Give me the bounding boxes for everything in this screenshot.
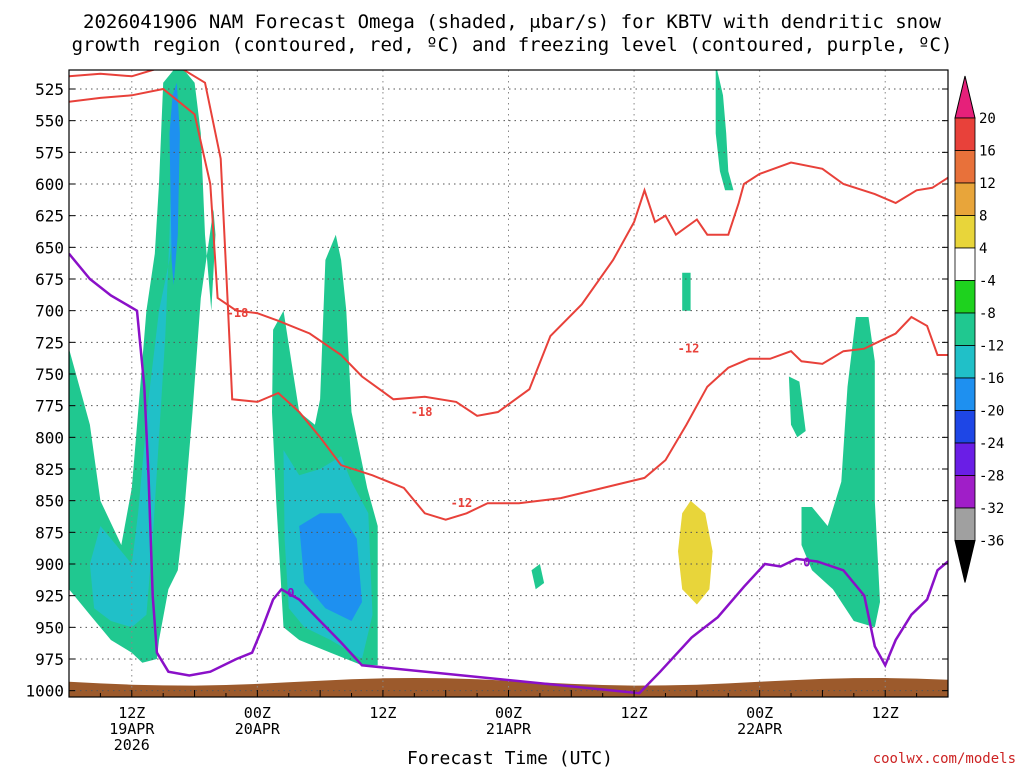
colorbar-tick-label: -28 xyxy=(979,469,1004,485)
colorbar-tick-label: 12 xyxy=(979,176,996,192)
y-tick-label: 700 xyxy=(35,302,64,321)
omega-region-8 xyxy=(788,376,806,438)
dendritic-contour-label: -18 xyxy=(411,405,433,419)
dendritic-contour-label: -12 xyxy=(678,342,700,356)
x-tick-label: 2026 xyxy=(114,736,150,754)
contour-group xyxy=(69,70,948,695)
dendritic-upper-contour xyxy=(69,70,948,521)
plot-grid xyxy=(69,70,948,697)
y-axis-pressure: 525 550 575 600 625 650 675 700 725 750 775 800 825 8… xyxy=(25,80,948,701)
colorbar-segment xyxy=(954,345,976,379)
y-tick-label: 575 xyxy=(35,143,64,162)
freezing-contour-label: 0 xyxy=(803,556,810,570)
colorbar-tick-label: -4 xyxy=(979,274,996,290)
colorbar-segment xyxy=(954,377,976,411)
omega-region-10 xyxy=(531,564,545,590)
x-tick-label: 00Z xyxy=(495,704,522,722)
y-tick-label: 775 xyxy=(35,397,64,416)
source-credit[interactable]: coolwx.com/models xyxy=(873,751,1016,767)
omega-region-6 xyxy=(715,70,734,191)
x-tick-label: 12Z xyxy=(118,704,145,722)
dendritic-contour-label: -18 xyxy=(227,306,249,320)
y-tick-label: 875 xyxy=(35,523,64,542)
colorbar-tick-label: -32 xyxy=(979,501,1004,517)
y-tick-label: 975 xyxy=(35,650,64,669)
x-tick-label: 20APR xyxy=(235,720,281,738)
x-tick-label: 12Z xyxy=(369,704,396,722)
y-tick-label: 600 xyxy=(35,175,64,194)
colorbar-tick-label: 16 xyxy=(979,144,996,160)
colorbar-segment xyxy=(954,150,976,184)
omega-region-5 xyxy=(299,513,362,621)
chart-title-line-1: 2026041906 NAM Forecast Omega (shaded, μ… xyxy=(83,11,941,33)
y-tick-label: 750 xyxy=(35,365,64,384)
contour-lines: -18 -18 -12 -12 0 0 xyxy=(69,70,948,695)
omega-region-11 xyxy=(72,669,132,685)
omega-region-7 xyxy=(682,272,691,311)
colorbar-tick-label: 4 xyxy=(979,241,987,257)
colorbar-segment xyxy=(954,312,976,346)
dendritic-lower-contour xyxy=(69,87,948,417)
colorbar-segment xyxy=(954,182,976,216)
x-tick-label: 12Z xyxy=(621,704,648,722)
y-tick-label: 525 xyxy=(35,80,64,99)
colorbar-segment xyxy=(954,215,976,249)
y-tick-label: 825 xyxy=(35,460,64,479)
omega-region-12 xyxy=(230,266,260,469)
dendritic-contour-label: -12 xyxy=(451,496,473,510)
y-tick-label: 625 xyxy=(35,207,64,226)
colorbar-tick-label: -12 xyxy=(979,339,1004,355)
colorbar-tick-label: -20 xyxy=(979,404,1004,420)
y-tick-label: 900 xyxy=(35,555,64,574)
colorbar-tick-label: -36 xyxy=(979,534,1004,550)
colorbar-segment xyxy=(954,507,976,541)
colorbar-bottom-arrow xyxy=(954,540,976,583)
y-tick-label: 675 xyxy=(35,270,64,289)
y-tick-label: 725 xyxy=(35,333,64,352)
colorbar-segment xyxy=(954,280,976,314)
y-tick-label: 650 xyxy=(35,238,64,257)
colorbar-tick-label: -16 xyxy=(979,371,1004,387)
freezing-level-contour xyxy=(69,252,948,695)
x-tick-label: 00Z xyxy=(746,704,773,722)
omega-region-18 xyxy=(929,488,940,575)
omega-region-1 xyxy=(89,158,176,628)
omega-colorbar: 20 16 12 8 4 -4 -8 -12 -16 -20 -24 -28 -32 -36 xyxy=(954,75,1004,583)
omega-region-13 xyxy=(251,557,258,580)
colorbar-segment xyxy=(954,442,976,476)
freezing-contour-label: 0 xyxy=(287,586,294,600)
y-tick-label: 925 xyxy=(35,587,64,606)
chart-title-line-2: growth region (contoured, red, ºC) and f… xyxy=(72,34,953,56)
colorbar-tick-label: -8 xyxy=(979,306,996,322)
colorbar-segment xyxy=(954,117,976,151)
omega-region-15 xyxy=(475,469,509,602)
x-tick-label: 21APR xyxy=(486,720,532,738)
colorbar-top-arrow xyxy=(954,75,976,119)
colorbar-tick-label: -24 xyxy=(979,436,1004,452)
x-tick-label: 22APR xyxy=(737,720,783,738)
x-tick-label: 19APR xyxy=(109,720,155,738)
y-tick-label: 800 xyxy=(35,428,64,447)
omega-region-14 xyxy=(349,70,389,115)
y-tick-label: 950 xyxy=(35,618,64,637)
colorbar-tick-label: 20 xyxy=(979,111,996,127)
colorbar-segment xyxy=(954,247,976,281)
x-tick-label: 12Z xyxy=(872,704,899,722)
x-axis-label: Forecast Time (UTC) xyxy=(407,748,613,768)
y-tick-label: 1000 xyxy=(25,682,64,701)
colorbar-segment xyxy=(954,475,976,509)
colorbar-segment xyxy=(954,410,976,444)
y-tick-label: 850 xyxy=(35,492,64,511)
colorbar-tick-label: 8 xyxy=(979,209,987,225)
x-tick-label: 00Z xyxy=(244,704,271,722)
omega-region-17 xyxy=(678,500,713,605)
omega-region-9 xyxy=(801,317,880,628)
y-tick-label: 550 xyxy=(35,112,64,131)
